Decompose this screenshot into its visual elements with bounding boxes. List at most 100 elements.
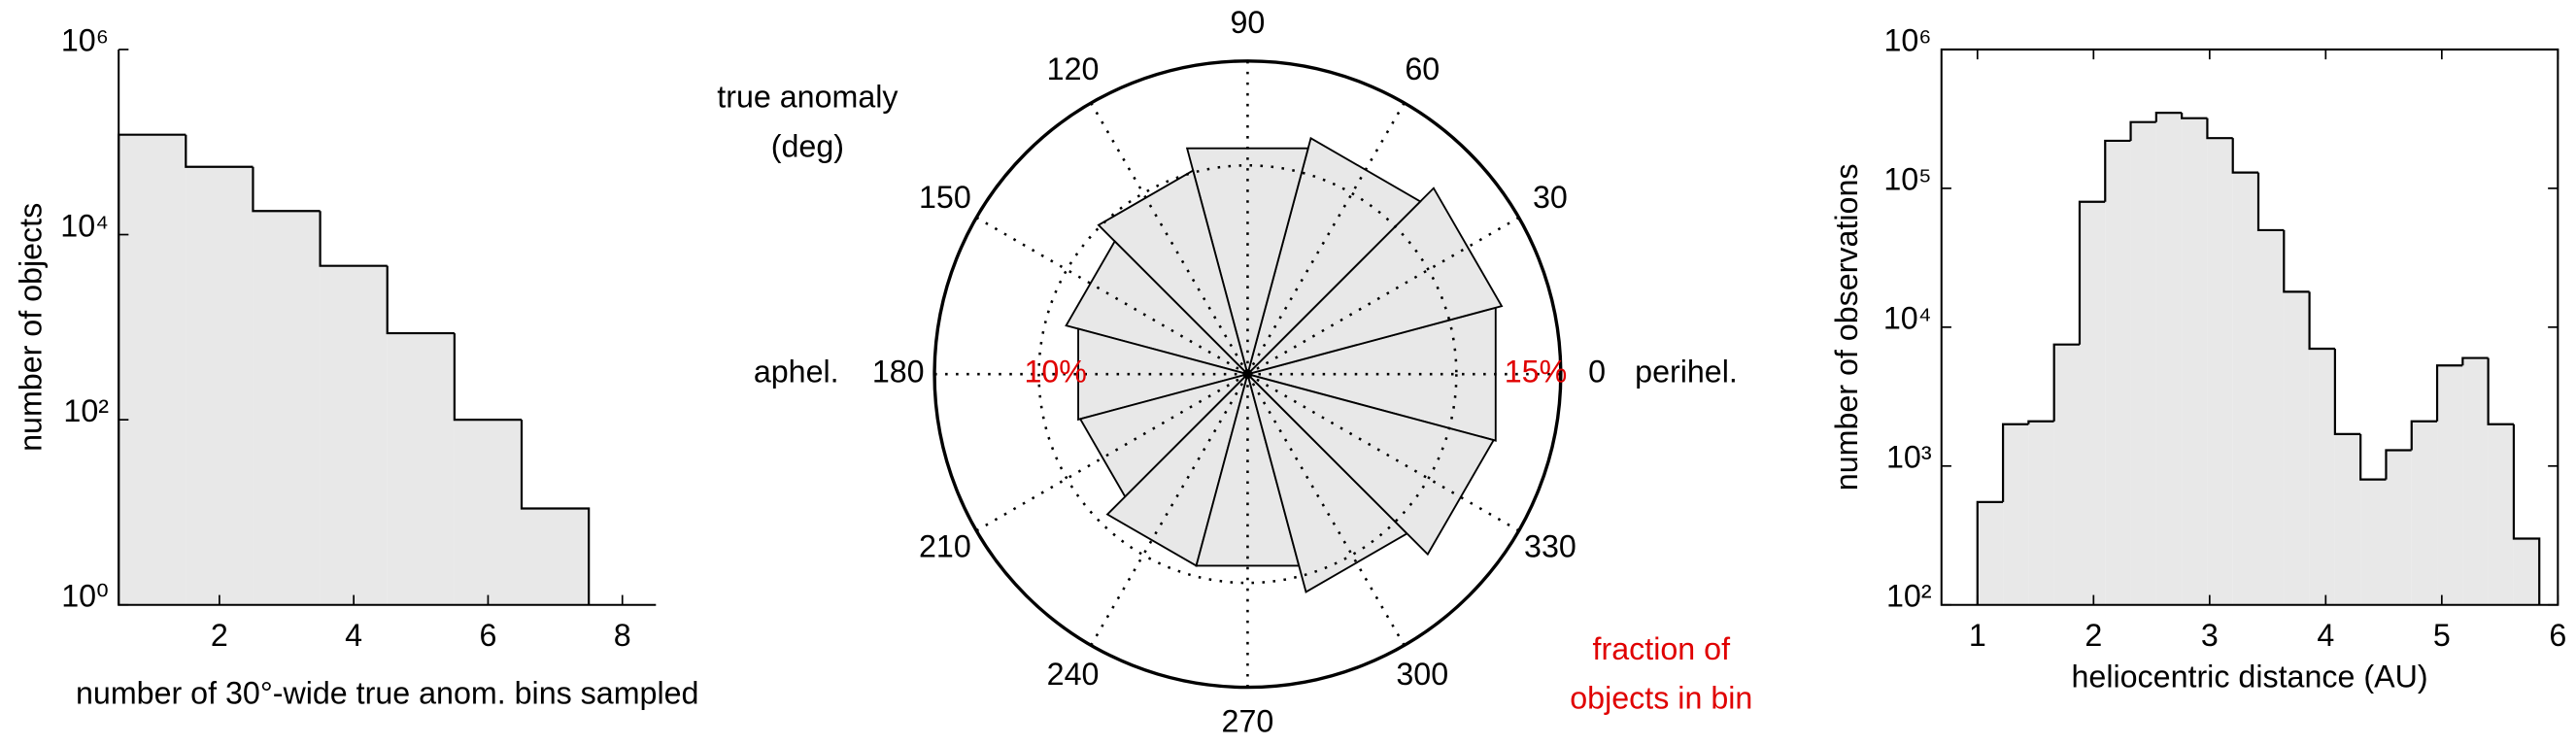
y-axis-label: number of observations (1829, 163, 1864, 491)
theta-label: 300 (1396, 657, 1448, 692)
theta-label: 0 (1588, 355, 1606, 389)
value-note: fraction of (1593, 631, 1731, 666)
theta-label: 90 (1231, 5, 1266, 40)
bar-outline (2435, 364, 2463, 422)
bar (2437, 365, 2463, 605)
x-tick-label: 8 (614, 618, 631, 653)
x-tick-label: 4 (2317, 618, 2334, 653)
theta-label: 240 (1047, 657, 1100, 692)
bar (2258, 229, 2285, 605)
theta-label: 180 (872, 355, 925, 389)
bar-outline (2512, 423, 2541, 605)
bar (522, 508, 590, 605)
bar (2155, 113, 2183, 605)
x-tick-label: 1 (1969, 618, 1986, 653)
y-tick-label: 10² (1886, 578, 1932, 613)
bar-outline (2308, 291, 2335, 351)
bar-outline (386, 265, 455, 335)
bar (186, 166, 254, 605)
bar (320, 265, 388, 605)
x-tick-label: 4 (345, 618, 362, 653)
bar (2079, 201, 2106, 605)
bar (2386, 450, 2412, 605)
bar (2309, 348, 2335, 605)
value-note: objects in bin (1570, 681, 1752, 716)
theta-label: 60 (1405, 51, 1440, 86)
x-tick-label: 6 (479, 618, 496, 653)
r-tick-label: 10% (1024, 355, 1087, 389)
bar (253, 211, 321, 605)
bar (2003, 423, 2029, 605)
ring (1037, 164, 1458, 585)
theta-label: 270 (1222, 703, 1274, 738)
bar (2182, 118, 2208, 605)
bar (454, 420, 523, 605)
r-tick-label: 15% (1505, 355, 1568, 389)
theta-label: 210 (919, 529, 971, 564)
perihel-label: perihel. (1635, 355, 1738, 389)
bar-outline (185, 134, 254, 168)
theta-label: 330 (1524, 529, 1576, 564)
bar-outline (2001, 423, 2029, 502)
bar-outline (2385, 449, 2412, 480)
bar-outline (2052, 343, 2080, 422)
bar (2513, 538, 2540, 605)
x-tick-label: 2 (2085, 618, 2102, 653)
bar (2105, 140, 2131, 605)
bar-outline (2206, 118, 2233, 140)
bar-outline (2359, 433, 2387, 481)
bar-outline (2181, 113, 2208, 119)
theta-label: 150 (919, 180, 971, 215)
bar-outline (252, 166, 321, 213)
bar (2284, 291, 2310, 605)
bar (2334, 433, 2361, 605)
theta-label: 30 (1533, 180, 1568, 215)
y-tick-label: 10³ (1886, 440, 1932, 475)
theta-label: 120 (1047, 51, 1100, 86)
outer-ring (932, 59, 1563, 690)
bar (119, 134, 186, 605)
bar-outline (2333, 348, 2361, 435)
bar-outline (2410, 420, 2438, 451)
bar-outline (2231, 138, 2259, 174)
axis-label: true anomaly (717, 79, 898, 114)
x-tick-label: 6 (2549, 618, 2566, 653)
center (1242, 369, 1253, 380)
bar (387, 333, 455, 605)
x-axis-label: heliocentric distance (AU) (2071, 660, 2427, 694)
x-tick-label: 2 (211, 618, 228, 653)
bar (2488, 423, 2514, 605)
y-axis-label: number of objects (13, 203, 48, 452)
x-axis-label: number of 30°-wide true anom. bins sampl… (76, 676, 698, 711)
y-tick-label: 10⁶ (61, 23, 109, 58)
bar (2462, 357, 2489, 605)
bar (2232, 172, 2259, 605)
bar (2360, 479, 2387, 605)
y-tick-label: 10⁰ (61, 578, 109, 613)
x-tick-label: 5 (2433, 618, 2451, 653)
bar-outline (520, 420, 591, 605)
bar-outline (2461, 356, 2489, 366)
y-tick-label: 10⁴ (1883, 301, 1932, 336)
bar (2411, 421, 2438, 605)
bar-outline (2283, 229, 2310, 293)
rose-wedge (1244, 372, 1496, 557)
aphel-label: aphel. (754, 355, 839, 389)
bar (2028, 421, 2054, 605)
y-tick-label: 10⁵ (1883, 162, 1931, 197)
bar-outline (2487, 357, 2514, 425)
bar-outline (1976, 500, 2004, 605)
y-tick-label: 10⁶ (1883, 23, 1931, 58)
bar-outline (2154, 112, 2183, 122)
bar (2207, 138, 2233, 605)
bar-outline (2078, 200, 2106, 345)
bar-outline (453, 333, 523, 422)
bar-outline (319, 211, 388, 267)
bar (1977, 501, 2004, 605)
x-tick-label: 3 (2201, 618, 2219, 653)
bar (2130, 121, 2156, 605)
bar-outline (2129, 120, 2156, 141)
y-tick-label: 10² (63, 393, 109, 428)
y-tick-label: 10⁴ (60, 208, 109, 243)
